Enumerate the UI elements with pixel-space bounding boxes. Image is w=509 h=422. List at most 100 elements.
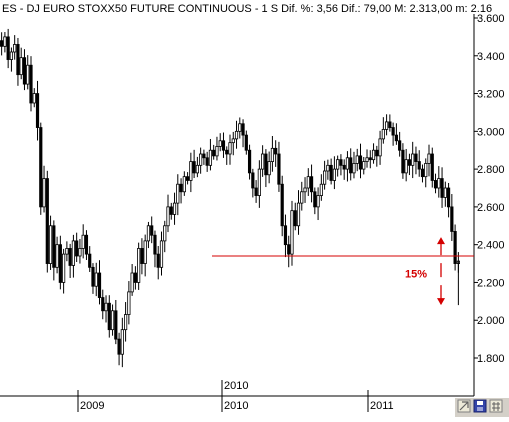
y-tick-label: 1.800 [477, 353, 505, 365]
chart-title: ES - DJ EURO STOXX50 FUTURE CONTINUOUS -… [2, 3, 492, 15]
candle [231, 131, 235, 156]
candle [159, 231, 164, 276]
candle [84, 230, 89, 261]
arrow-up-head [437, 237, 445, 245]
candle [446, 182, 451, 218]
candle [127, 281, 131, 325]
candle [254, 180, 258, 203]
candle [153, 230, 157, 268]
candle [42, 165, 46, 213]
y-tick-label: 3.000 [477, 126, 505, 138]
candle [16, 37, 20, 86]
candle [427, 144, 431, 177]
candle [140, 238, 144, 275]
candle [124, 302, 128, 342]
candle [52, 220, 56, 281]
candle [241, 119, 245, 148]
candle [261, 145, 265, 177]
candle [358, 143, 363, 179]
candle [91, 263, 95, 294]
candle [205, 151, 209, 172]
candle [202, 149, 206, 165]
candle [22, 49, 27, 91]
candle [352, 151, 356, 179]
candle [39, 122, 43, 215]
save-icon[interactable] [473, 399, 487, 413]
candle [384, 114, 389, 136]
candle [319, 174, 323, 201]
candle [192, 149, 196, 179]
candle [179, 178, 183, 204]
candle [287, 235, 291, 268]
y-tick-label: 2.600 [477, 202, 505, 214]
candle [26, 55, 30, 90]
candle [303, 177, 307, 203]
candle [104, 295, 108, 323]
candle [199, 147, 203, 174]
candle [225, 146, 229, 165]
candle [228, 134, 232, 165]
candle [280, 175, 284, 237]
candle [365, 149, 369, 168]
grid-icon[interactable] [489, 399, 503, 413]
candle [110, 304, 115, 336]
candle [375, 145, 379, 167]
candle [166, 194, 170, 233]
candle [78, 238, 82, 264]
candle [101, 289, 105, 320]
candle [19, 47, 23, 80]
y-tick-label: 3.400 [477, 51, 505, 63]
candle [424, 158, 428, 188]
candle [45, 170, 49, 273]
candle [215, 136, 219, 161]
candle [394, 123, 398, 145]
candle [55, 236, 59, 274]
candle [339, 154, 343, 176]
candle [35, 80, 40, 141]
candle [443, 181, 447, 207]
candle [117, 332, 121, 366]
candle [433, 173, 438, 194]
candle [143, 234, 147, 277]
candle [414, 146, 418, 175]
candle [313, 187, 317, 215]
candle [6, 28, 10, 69]
candle [420, 164, 425, 183]
candle [251, 168, 255, 198]
candle [189, 152, 193, 193]
x-top-label: 2010 [224, 380, 248, 392]
candle [309, 164, 314, 203]
candle [107, 295, 111, 338]
candle [195, 156, 199, 178]
candle [75, 232, 79, 263]
annotations-group: 15% [212, 237, 474, 306]
candle [114, 299, 118, 345]
candle [244, 130, 248, 155]
candle [398, 131, 402, 157]
candle [218, 133, 222, 152]
candle [323, 160, 327, 190]
candle [68, 243, 72, 278]
candle [234, 120, 239, 149]
arrow-down-head [437, 298, 445, 306]
candle [270, 135, 275, 172]
candle [381, 117, 385, 144]
zoom-in-icon[interactable] [457, 399, 471, 413]
candle [88, 246, 92, 272]
candle [0, 32, 4, 56]
y-tick-label: 2.800 [477, 164, 505, 176]
candle [146, 221, 151, 249]
candle [362, 156, 366, 175]
candle [401, 143, 405, 179]
candle [440, 167, 444, 208]
candle [172, 192, 177, 225]
candle [150, 216, 154, 244]
candle [450, 194, 454, 241]
y-tick-label: 3.600 [477, 13, 505, 25]
candle [437, 166, 441, 198]
y-axis-ticks: 3.600 3.400 3.200 3.000 2.800 2.600 2.400 2.200… [474, 13, 505, 365]
x-tick-label: 2011 [370, 400, 394, 412]
candle [274, 140, 278, 167]
